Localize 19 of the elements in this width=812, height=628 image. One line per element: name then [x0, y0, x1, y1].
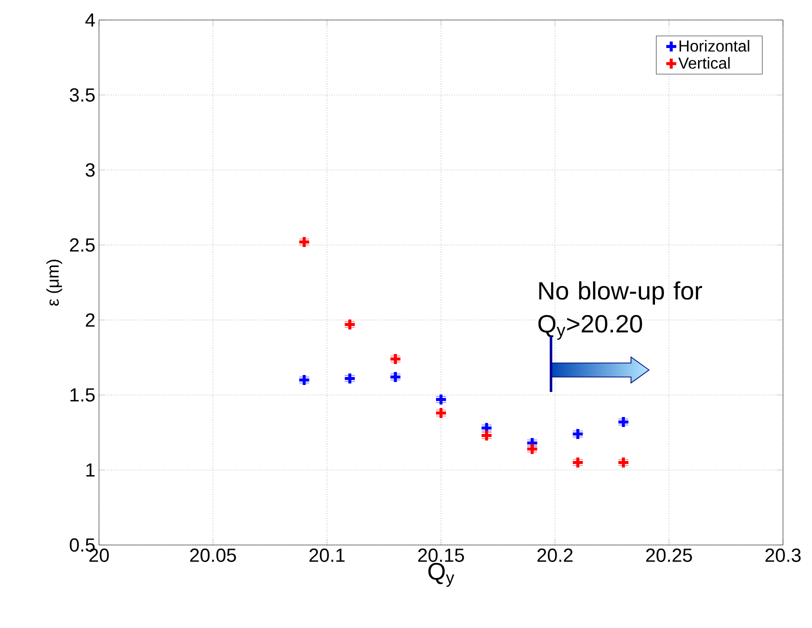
x-tick-label: 20.25 — [646, 548, 692, 562]
y-tick-label: 2.5 — [70, 238, 95, 252]
x-tick-label: 20.15 — [418, 548, 464, 562]
y-tick-label: 1.5 — [70, 388, 95, 402]
y-tick-label: 2 — [86, 313, 95, 327]
legend-label: Vertical — [678, 57, 730, 69]
x-tick-label: 20.1 — [309, 548, 345, 562]
x-tick-label: 20.2 — [537, 548, 573, 562]
x-tick-label: 20.3 — [765, 548, 801, 562]
x-tick-label: 20.05 — [190, 548, 236, 562]
legend-label: Horizontal — [680, 40, 750, 52]
y-tick-label: 3.5 — [70, 88, 95, 102]
point — [526, 442, 539, 456]
annotation: No blow-up for Q$_{y}$>20.20 — [538, 281, 702, 340]
y-tick-label: 1 — [86, 463, 95, 477]
y-axis-title: ε (μm) — [46, 260, 62, 306]
x-axis-title: Q$_{y}$ — [428, 562, 454, 587]
y-tick-label: 4 — [85, 13, 95, 27]
y-tick-label: 3 — [86, 163, 95, 177]
